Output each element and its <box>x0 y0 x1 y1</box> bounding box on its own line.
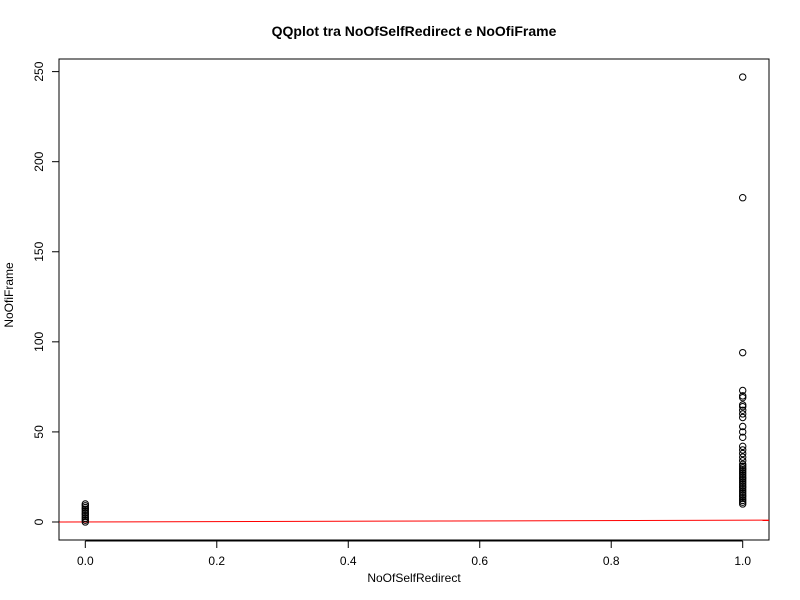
data-point <box>739 386 747 395</box>
x-tick-label: 0.0 <box>77 554 94 568</box>
y-tick-label: 50 <box>32 425 46 439</box>
data-point <box>739 446 747 454</box>
data-point <box>739 348 747 357</box>
y-axis-label: NoOfiFrame <box>2 262 16 328</box>
data-point <box>739 428 747 436</box>
x-tick-label: 0.2 <box>208 554 225 568</box>
y-tick-label: 200 <box>32 151 46 171</box>
points-layer <box>81 73 747 526</box>
data-point <box>739 194 747 202</box>
data-point <box>739 422 747 431</box>
x-tick-label: 0.8 <box>603 554 620 568</box>
data-point <box>739 460 747 469</box>
data-point <box>739 442 747 451</box>
data-point <box>739 457 747 465</box>
data-point <box>739 449 747 458</box>
y-tick-label: 150 <box>32 241 46 261</box>
x-axis: 0.0 0.2 0.4 0.6 0.8 1.0 <box>77 540 751 568</box>
reference-line <box>59 519 769 523</box>
data-point <box>739 433 747 442</box>
y-tick-label: 0 <box>32 518 46 525</box>
x-tick-label: 0.4 <box>340 554 357 568</box>
data-point <box>739 410 747 418</box>
x-tick-label: 0.6 <box>471 554 488 568</box>
data-point <box>739 73 747 81</box>
reference-line-layer <box>59 519 769 523</box>
y-tick-label: 100 <box>32 332 46 352</box>
chart-title: QQplot tra NoOfSelfRedirect e NoOfiFrame <box>272 23 557 39</box>
data-point <box>739 413 747 422</box>
data-point <box>739 406 747 414</box>
data-point <box>739 401 747 409</box>
plot-frame <box>58 58 770 541</box>
x-axis-label: NoOfSelfRedirect <box>367 571 461 585</box>
data-point <box>81 500 89 508</box>
data-point <box>739 453 747 461</box>
data-point <box>739 392 747 400</box>
y-axis: 0 50 100 150 200 250 <box>32 61 60 525</box>
x-tick-label: 1.0 <box>734 554 751 568</box>
y-tick-label: 250 <box>32 61 46 81</box>
